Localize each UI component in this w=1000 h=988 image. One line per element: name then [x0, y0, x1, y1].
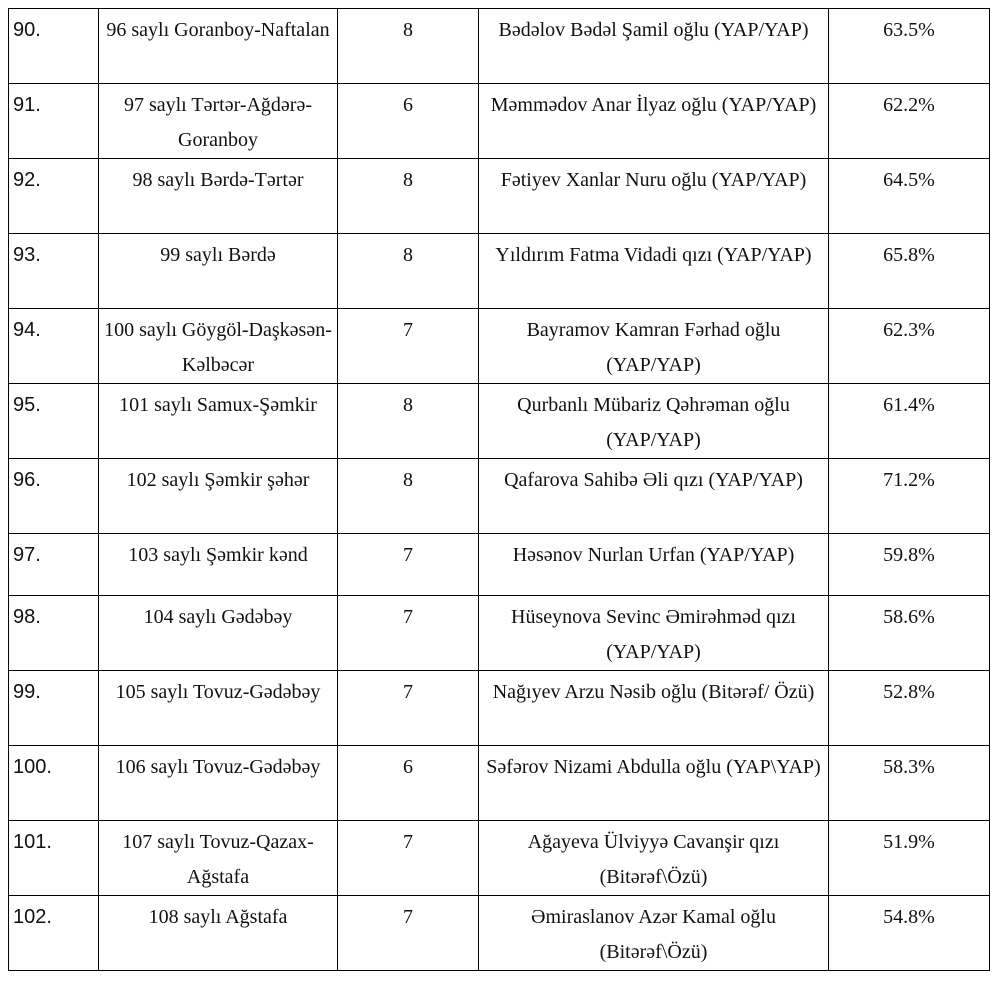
table-row: 97. 103 saylı Şəmkir kənd 7 Həsənov Nurlan … — [8, 533, 990, 596]
vote-share: 63.5% — [828, 8, 990, 84]
vote-share: 62.3% — [828, 308, 990, 384]
candidate-count: 7 — [337, 595, 479, 671]
row-number: 98. — [8, 595, 99, 671]
winner: Yıldırım Fatma Vidadi qızı (YAP/YAP) — [478, 233, 829, 309]
row-number: 96. — [8, 458, 99, 534]
winner: Ağayeva Ülviyyə Cavanşir qızı (Bitərəf\Ö… — [478, 820, 829, 896]
row-number: 91. — [8, 83, 99, 159]
candidate-count: 7 — [337, 533, 479, 596]
row-number: 92. — [8, 158, 99, 234]
district: 101 saylı Samux-Şəmkir — [98, 383, 338, 459]
district: 107 saylı Tovuz-Qazax-Ağstafa — [98, 820, 338, 896]
vote-share: 64.5% — [828, 158, 990, 234]
row-number: 102. — [8, 895, 99, 971]
table-row: 92. 98 saylı Bərdə-Tərtər 8 Fətiyev Xanlar … — [8, 158, 990, 234]
row-number: 94. — [8, 308, 99, 384]
candidate-count: 7 — [337, 308, 479, 384]
vote-share: 65.8% — [828, 233, 990, 309]
district: 105 saylı Tovuz-Gədəbəy — [98, 670, 338, 746]
winner: Həsənov Nurlan Urfan (YAP/YAP) — [478, 533, 829, 596]
district: 96 saylı Goranboy-Naftalan — [98, 8, 338, 84]
district: 102 saylı Şəmkir şəhər — [98, 458, 338, 534]
candidate-count: 6 — [337, 745, 479, 821]
vote-share: 62.2% — [828, 83, 990, 159]
candidate-count: 7 — [337, 820, 479, 896]
candidate-count: 8 — [337, 233, 479, 309]
row-number: 100. — [8, 745, 99, 821]
table-row: 96. 102 saylı Şəmkir şəhər 8 Qafarova Sahib… — [8, 458, 990, 534]
candidate-count: 8 — [337, 158, 479, 234]
vote-share: 52.8% — [828, 670, 990, 746]
winner: Əmiraslanov Azər Kamal oğlu (Bitərəf\Özü… — [478, 895, 829, 971]
district: 104 saylı Gədəbəy — [98, 595, 338, 671]
candidate-count: 7 — [337, 670, 479, 746]
district: 108 saylı Ağstafa — [98, 895, 338, 971]
table-row: 93. 99 saylı Bərdə 8 Yıldırım Fatma Vidadi … — [8, 233, 990, 309]
row-number: 101. — [8, 820, 99, 896]
table-row: 95. 101 saylı Samux-Şəmkir 8 Qurbanlı Mübar… — [8, 383, 990, 459]
winner: Bədəlov Bədəl Şamil oğlu (YAP/YAP) — [478, 8, 829, 84]
district: 100 saylı Göygöl-Daşkəsən-Kəlbəcər — [98, 308, 338, 384]
winner: Hüseynova Sevinc Əmirəhməd qızı (YAP/YAP… — [478, 595, 829, 671]
table-row: 94. 100 saylı Göygöl-Daşkəsən-Kəlbəcər 7 Ba… — [8, 308, 990, 384]
winner: Qurbanlı Mübariz Qəhrəman oğlu (YAP/YAP) — [478, 383, 829, 459]
table-row: 98. 104 saylı Gədəbəy 7 Hüseynova Sevinc Əm… — [8, 595, 990, 671]
district: 97 saylı Tərtər-Ağdərə-Goranboy — [98, 83, 338, 159]
row-number: 90. — [8, 8, 99, 84]
vote-share: 71.2% — [828, 458, 990, 534]
district: 99 saylı Bərdə — [98, 233, 338, 309]
candidate-count: 8 — [337, 8, 479, 84]
table-row: 102. 108 saylı Ağstafa 7 Əmiraslanov Azər K… — [8, 895, 990, 971]
candidate-count: 8 — [337, 383, 479, 459]
vote-share: 58.3% — [828, 745, 990, 821]
winner: Məmmədov Anar İlyaz oğlu (YAP/YAP) — [478, 83, 829, 159]
row-number: 99. — [8, 670, 99, 746]
vote-share: 59.8% — [828, 533, 990, 596]
candidate-count: 8 — [337, 458, 479, 534]
results-table: 90. 96 saylı Goranboy-Naftalan 8 Bədəlov Bə… — [8, 8, 990, 971]
winner: Qafarova Sahibə Əli qızı (YAP/YAP) — [478, 458, 829, 534]
winner: Bayramov Kamran Fərhad oğlu (YAP/YAP) — [478, 308, 829, 384]
district: 98 saylı Bərdə-Tərtər — [98, 158, 338, 234]
winner: Nağıyev Arzu Nəsib oğlu (Bitərəf/ Özü) — [478, 670, 829, 746]
table-row: 90. 96 saylı Goranboy-Naftalan 8 Bədəlov Bə… — [8, 8, 990, 84]
table-row: 99. 105 saylı Tovuz-Gədəbəy 7 Nağıyev Arzu … — [8, 670, 990, 746]
district: 103 saylı Şəmkir kənd — [98, 533, 338, 596]
table-body: 90. 96 saylı Goranboy-Naftalan 8 Bədəlov Bə… — [8, 8, 990, 971]
vote-share: 61.4% — [828, 383, 990, 459]
table-row: 101. 107 saylı Tovuz-Qazax-Ağstafa 7 Ağayev… — [8, 820, 990, 896]
candidate-count: 7 — [337, 895, 479, 971]
row-number: 93. — [8, 233, 99, 309]
table-row: 91. 97 saylı Tərtər-Ağdərə-Goranboy 6 Məmmə… — [8, 83, 990, 159]
vote-share: 51.9% — [828, 820, 990, 896]
vote-share: 54.8% — [828, 895, 990, 971]
row-number: 97. — [8, 533, 99, 596]
candidate-count: 6 — [337, 83, 479, 159]
winner: Səfərov Nizami Abdulla oğlu (YAP\YAP) — [478, 745, 829, 821]
table-row: 100. 106 saylı Tovuz-Gədəbəy 6 Səfərov Niza… — [8, 745, 990, 821]
winner: Fətiyev Xanlar Nuru oğlu (YAP/YAP) — [478, 158, 829, 234]
vote-share: 58.6% — [828, 595, 990, 671]
district: 106 saylı Tovuz-Gədəbəy — [98, 745, 338, 821]
row-number: 95. — [8, 383, 99, 459]
